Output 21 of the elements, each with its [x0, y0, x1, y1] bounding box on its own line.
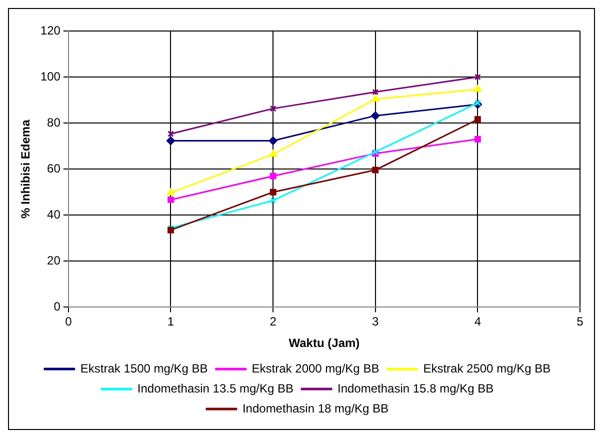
y-tick-label: 20 [47, 253, 61, 268]
legend-label: Ekstrak 2000 mg/Kg BB [252, 361, 380, 376]
x-tick-label: 0 [65, 314, 72, 329]
legend-label: Indomethasin 18 mg/Kg BB [242, 401, 389, 416]
x-tick-label: 3 [372, 314, 380, 329]
legend-label: Ekstrak 1500 mg/Kg BB [80, 361, 208, 376]
x-tick-label: 4 [474, 314, 482, 329]
y-axis-title: % Inhibisi Edema [18, 119, 33, 218]
y-tick-label: 0 [54, 300, 61, 314]
x-tick-label: 5 [576, 314, 584, 329]
x-axis-title: Waktu (Jam) [288, 336, 360, 350]
legend-label: Indomethasin 13.5 mg/Kg BB [137, 381, 294, 396]
x-tick-label: 2 [270, 314, 277, 329]
x-tick-label: 1 [167, 314, 174, 329]
y-tick-label: 80 [47, 115, 61, 130]
y-tick-label: 40 [47, 207, 61, 222]
y-tick-label: 100 [40, 69, 61, 84]
y-tick-label: 120 [40, 23, 61, 38]
legend-label: Ekstrak 2500 mg/Kg BB [423, 361, 551, 376]
y-tick-label: 60 [47, 161, 61, 176]
legend-label: Indomethasin 15.8 mg/Kg BB [338, 381, 494, 396]
